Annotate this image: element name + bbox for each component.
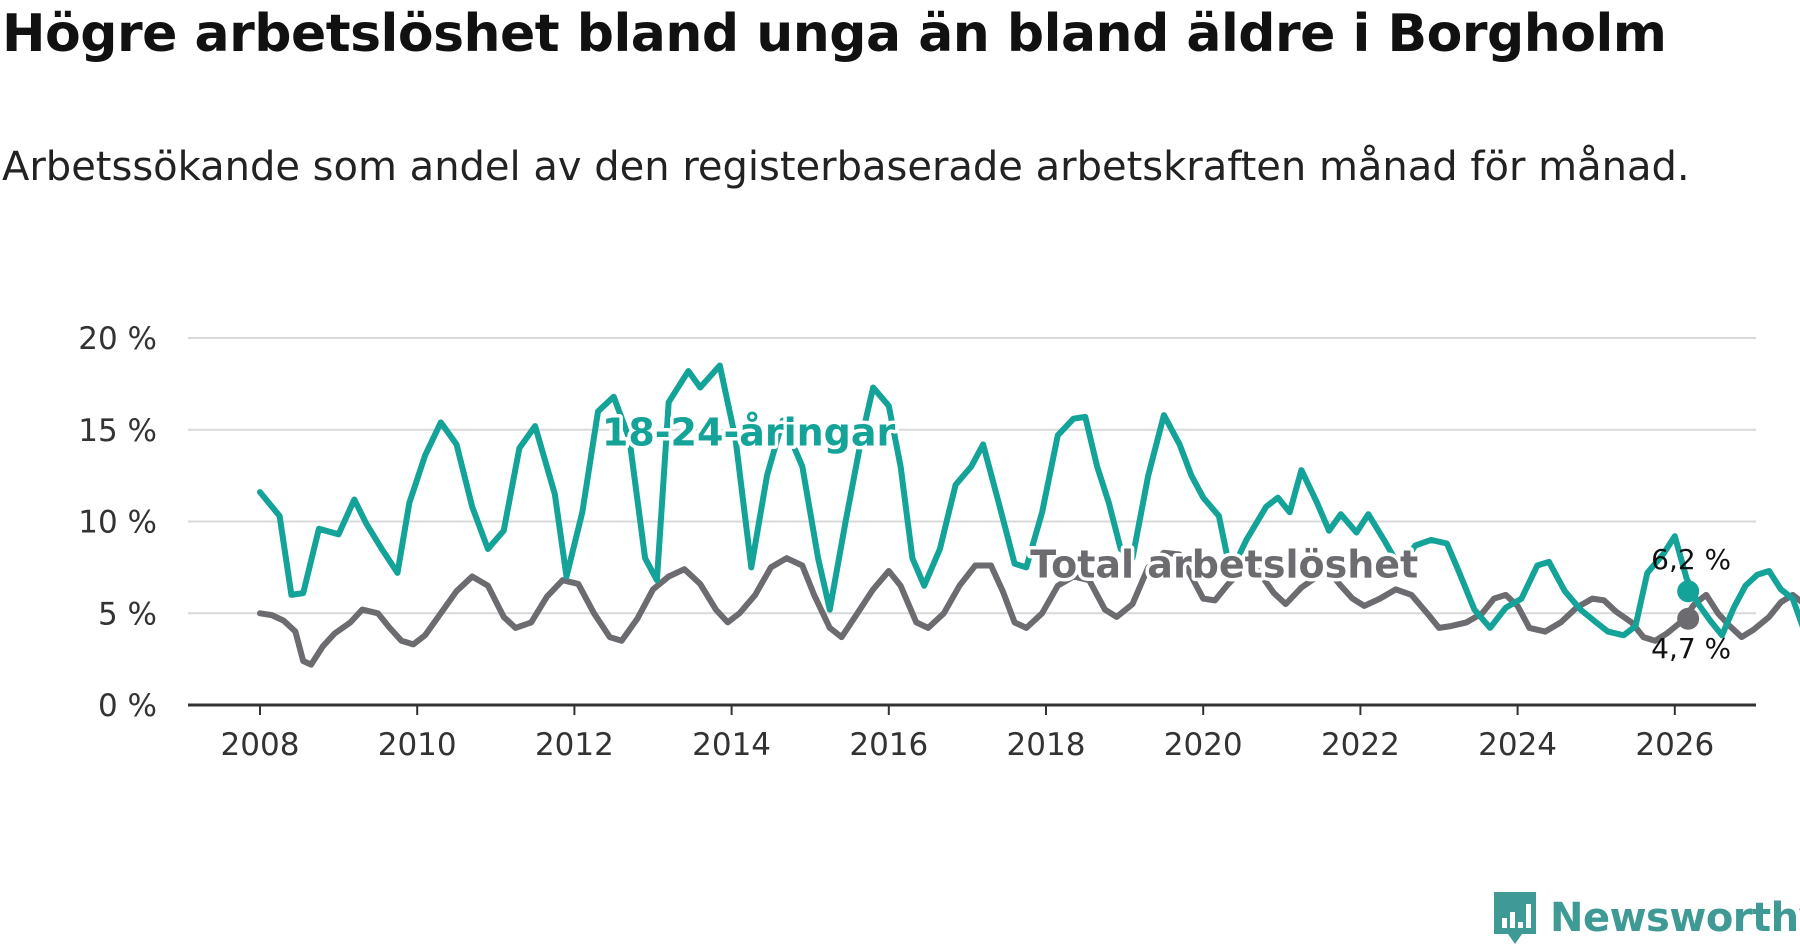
x-axis-tick-labels: 2008 2010 2012 2014 2016 2018 2020 2022 2024 2026: [221, 705, 1714, 763]
y-tick-label: 15 %: [78, 413, 157, 449]
brand-logo[interactable]: Newsworthy: [1490, 888, 1800, 948]
x-tick-label: 2010: [378, 727, 457, 763]
grid-lines: [188, 337, 1756, 707]
x-tick-label: 2020: [1164, 727, 1243, 763]
brand-name: Newsworthy: [1550, 895, 1800, 941]
end-value-label-total: 4,7 %: [1651, 632, 1731, 665]
x-tick-label: 2024: [1478, 727, 1557, 763]
y-tick-label: 0 %: [98, 688, 157, 724]
chart-title: Högre arbetslöshet bland unga än bland ä…: [2, 4, 1667, 64]
end-marker-total: [1677, 607, 1700, 630]
y-tick-label: 10 %: [78, 505, 157, 541]
newsworthy-logo-icon: [1494, 892, 1536, 944]
series-labels: 6,2 % 4,7 % 18-24-åringar Total arbetslöshe…: [598, 407, 1731, 665]
y-tick-label: 5 %: [98, 596, 157, 632]
series-line-total: [257, 549, 1800, 668]
x-tick-label: 2016: [849, 727, 928, 763]
end-marker-youth: [1677, 580, 1700, 603]
x-tick-label: 2022: [1321, 727, 1400, 763]
x-tick-label: 2008: [221, 727, 300, 763]
x-tick-label: 2014: [692, 727, 771, 763]
series-label-total: Total arbetslöshet: [1030, 542, 1418, 586]
series-label-youth: 18-24-åringar: [602, 410, 896, 454]
x-tick-label: 2026: [1635, 727, 1714, 763]
series-line-youth: [257, 362, 1800, 639]
chart-subtitle: Arbetssökande som andel av den registerb…: [2, 144, 1690, 190]
y-tick-label: 20 %: [78, 321, 157, 357]
x-tick-label: 2012: [535, 727, 614, 763]
end-value-label-youth: 6,2 %: [1651, 543, 1731, 576]
series-lines: [257, 362, 1800, 668]
y-axis-tick-labels: 0 % 5 % 10 % 15 % 20 %: [78, 321, 157, 724]
x-tick-label: 2018: [1007, 727, 1086, 763]
